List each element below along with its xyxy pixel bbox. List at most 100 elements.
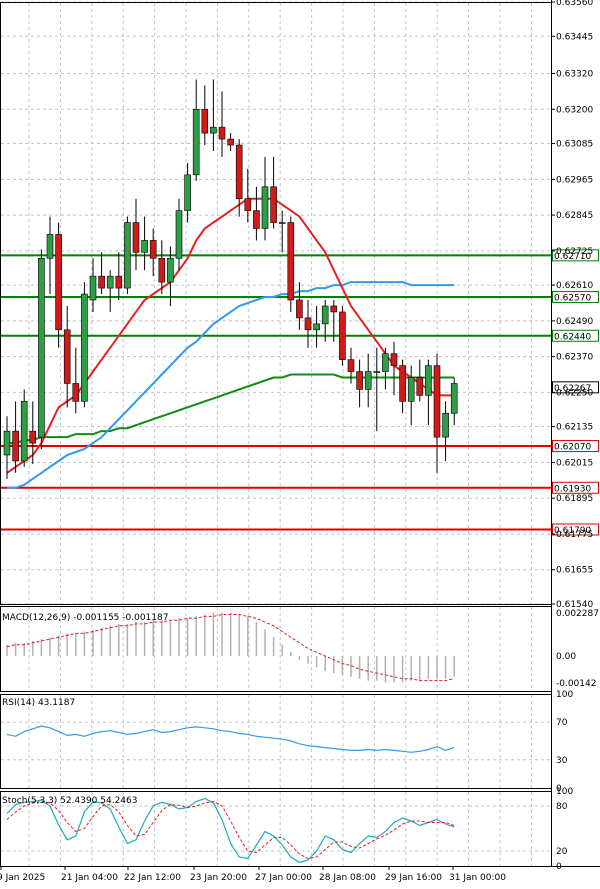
macd-label: MACD(12,26,9) -0.001155 -0.001187 — [2, 613, 168, 623]
candle-down — [29, 430, 37, 444]
price-tick-label: 0.62250 — [556, 388, 593, 398]
price-tick-label: 0.63200 — [556, 105, 593, 115]
candle-down — [218, 126, 226, 140]
level-label: 0.61930 — [554, 484, 591, 494]
price-tick-label: 0.62845 — [556, 211, 593, 221]
candle-down — [296, 299, 303, 319]
level-label: 0.62070 — [554, 443, 591, 453]
stoch-tick-label: 100 — [556, 787, 573, 797]
candle-down — [356, 371, 363, 390]
candle-down — [12, 430, 19, 462]
candle-up — [167, 257, 174, 283]
moving-averages — [6, 197, 455, 489]
time-tick-label: 23 Jan 20:00 — [190, 873, 247, 883]
candle-down — [347, 359, 355, 372]
price-tick-label: 0.63085 — [556, 140, 593, 150]
stoch-tick-label: 20 — [556, 847, 568, 857]
candle-up — [175, 210, 183, 259]
price-tick-label: 0.63445 — [556, 32, 593, 42]
candle-up — [46, 234, 54, 259]
macd-signal-line — [6, 614, 455, 682]
candle-down — [63, 329, 71, 384]
current-price-tag-inner — [553, 382, 598, 393]
candle-up — [364, 371, 372, 390]
candle-down — [433, 365, 441, 438]
candle-up — [278, 222, 286, 224]
stoch-k-line — [6, 797, 455, 863]
macd-tick-label: -0.00142 — [556, 679, 596, 689]
candle-down — [132, 222, 140, 253]
level-label: 0.61790 — [554, 526, 591, 536]
price-tick-label: 0.61775 — [556, 530, 593, 540]
candlesticks — [3, 79, 458, 479]
candle-down — [72, 383, 80, 402]
horizontal-levels: 0.62710 0.62570 0.62440 0.62070 0.61930 0.617… — [1, 249, 599, 536]
time-tick-label: 22 Jan 12:00 — [124, 873, 181, 883]
candle-up — [106, 275, 114, 289]
price-tick-label: 0.61540 — [556, 600, 593, 610]
candle-up — [184, 174, 191, 211]
price-tick-label: 0.61895 — [556, 494, 593, 504]
candle-up — [81, 293, 88, 402]
candle-down — [399, 365, 406, 402]
rsi-tick-label: 70 — [556, 718, 568, 728]
candle-down — [270, 186, 277, 223]
indicator-panels — [6, 612, 455, 863]
rsi-tick-label: 0 — [556, 784, 562, 794]
level-tag-inner — [553, 524, 598, 535]
stoch-label: Stoch(5,3,3) 52.4390 54.2463 — [2, 796, 137, 806]
current-price-label: 0.62267 — [554, 384, 591, 394]
price-tick-label: 0.63560 — [556, 0, 593, 8]
rsi-tick-label: 100 — [556, 690, 573, 700]
price-tick-label: 0.62490 — [556, 317, 593, 327]
candle-up — [321, 305, 329, 325]
rsi-tick-label: 30 — [556, 756, 568, 766]
candle-up — [313, 323, 320, 331]
candle-up — [210, 126, 217, 134]
candle-up — [124, 222, 131, 289]
time-tick-label: 27 Jan 00:00 — [255, 873, 312, 883]
price-tick-label: 0.62725 — [556, 247, 593, 257]
time-tick-label: 31 Jan 00:00 — [449, 873, 506, 883]
level-tag-inner — [553, 441, 598, 452]
ma-blue-line — [7, 281, 455, 489]
candle-up — [141, 240, 148, 253]
time-tick-label: 29 Jan 16:00 — [385, 873, 442, 883]
candle-down — [304, 317, 312, 331]
candle-down — [244, 198, 252, 211]
candle-down — [253, 210, 260, 229]
ma-green-line — [7, 373, 455, 445]
level-tag-inner — [553, 330, 598, 341]
candle-up — [38, 257, 45, 438]
candle-up — [382, 353, 389, 372]
time-tick-label: 28 Jan 08:00 — [319, 873, 376, 883]
candle-down — [339, 311, 346, 360]
candle-up — [192, 108, 200, 176]
candle-down — [330, 305, 338, 313]
price-tick-label: 0.62965 — [556, 175, 593, 185]
candle-down — [98, 275, 105, 289]
candle-up — [20, 401, 28, 462]
candle-down — [158, 257, 166, 283]
candle-up — [442, 412, 449, 438]
time-tick-label: 21 Jan 04:00 — [61, 873, 118, 883]
macd-tick-label: 0.00 — [556, 652, 576, 662]
candle-up — [373, 371, 381, 373]
candle-down — [416, 377, 424, 396]
candle-down — [55, 234, 62, 331]
price-tick-label: 0.62370 — [556, 353, 593, 363]
price-tick-label: 0.62015 — [556, 458, 593, 468]
stoch-tick-label: 0 — [556, 862, 562, 872]
level-label: 0.62440 — [554, 332, 591, 342]
candle-up — [450, 383, 458, 414]
candle-up — [89, 275, 97, 301]
price-tick-label: 0.63320 — [556, 70, 593, 80]
level-tag-inner — [553, 292, 598, 303]
level-tag-inner — [553, 482, 598, 493]
level-label: 0.62570 — [554, 294, 591, 304]
candle-down — [390, 353, 398, 366]
level-label: 0.62710 — [554, 252, 591, 262]
time-tick-label: 9 Jan 2025 — [0, 873, 45, 883]
